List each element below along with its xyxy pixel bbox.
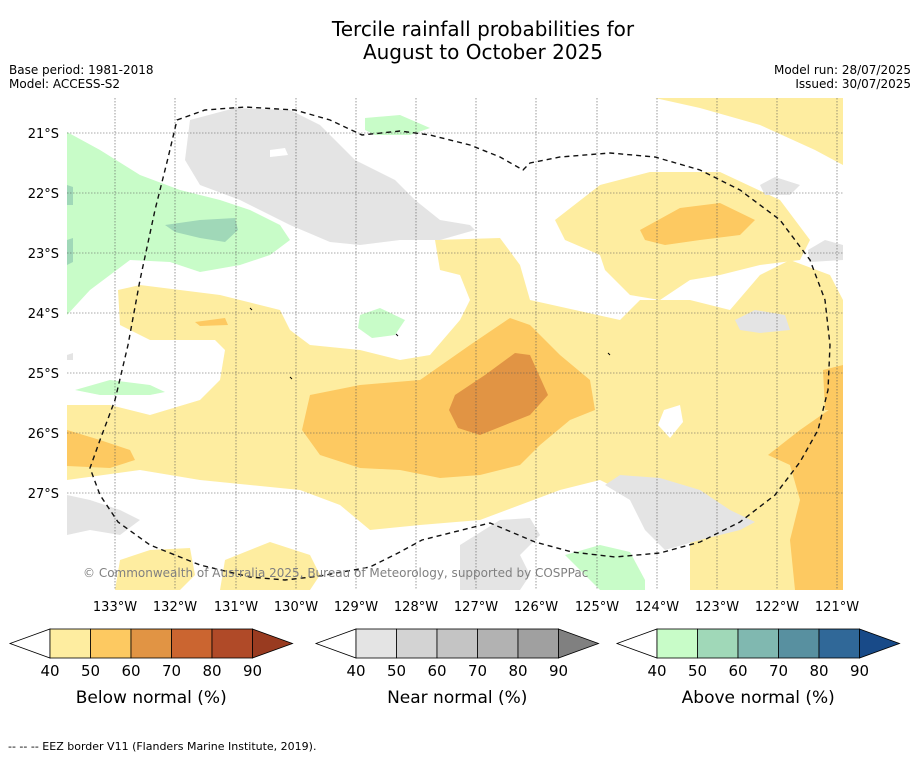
legends: 40 50 60 70 80 90 Below normal (%) 40 50 60 70 80 90… <box>8 628 901 708</box>
colorbar <box>314 628 600 659</box>
colorbar-tick-label: 90 <box>549 662 568 680</box>
colorbar-tick-label: 40 <box>346 662 365 680</box>
colorbar-legend: 40 50 60 70 80 90 Above normal (%) <box>615 628 901 708</box>
issued-date: Issued: 30/07/2025 <box>795 77 911 91</box>
base-period: Base period: 1981-2018 <box>9 63 154 77</box>
colorbar-tick-label: 80 <box>809 662 828 680</box>
colorbar-extension-low <box>314 628 357 659</box>
colorbar-extension-low <box>615 628 658 659</box>
colorbar-tick-label: 50 <box>81 662 100 680</box>
colorbar-segment <box>396 628 438 659</box>
longitude-label: 122°W <box>755 600 799 615</box>
latitude-label: 23°S <box>28 247 59 262</box>
colorbar-tick-label: 60 <box>728 662 747 680</box>
colorbar-segment <box>130 628 172 659</box>
colorbar-segment <box>517 628 559 659</box>
colorbar-segment <box>355 628 397 659</box>
colorbar <box>8 628 294 659</box>
longitude-label: 124°W <box>635 600 679 615</box>
colorbar-tick-label: 80 <box>508 662 527 680</box>
copyright-text: © Commonwealth of Australia 2025, Bureau… <box>83 566 588 580</box>
latitude-label: 24°S <box>28 307 59 322</box>
colorbar-extension-high <box>859 628 901 659</box>
model-name: Model: ACCESS-S2 <box>9 77 121 91</box>
colorbar-tick-label: 60 <box>121 662 140 680</box>
colorbar-segment <box>90 628 132 659</box>
longitude-label: 129°W <box>334 600 378 615</box>
near-normal-40-50-regions <box>67 108 843 590</box>
colorbar-tick-label: 90 <box>850 662 869 680</box>
above-normal-50-60-regions <box>67 185 238 265</box>
longitude-label: 121°W <box>815 600 859 615</box>
colorbar-extension-high <box>252 628 294 659</box>
meta-left: Base period: 1981-2018 Model: ACCESS-S2 <box>9 63 154 91</box>
longitude-label: 126°W <box>514 600 558 615</box>
colorbar-tick-label: 40 <box>40 662 59 680</box>
colorbar-tick-label: 50 <box>387 662 406 680</box>
colorbar-extension-high <box>558 628 600 659</box>
latitude-label: 25°S <box>28 367 59 382</box>
colorbar-segment <box>477 628 519 659</box>
colorbar-tick-label: 90 <box>243 662 262 680</box>
map-plot-area <box>67 98 843 590</box>
colorbar-segment <box>737 628 779 659</box>
model-run: Model run: 28/07/2025 <box>773 63 911 77</box>
colorbar-extension-low <box>8 628 51 659</box>
latitude-label: 22°S <box>28 187 59 202</box>
map-title: Tercile rainfall probabilities for Augus… <box>0 18 919 64</box>
colorbar <box>615 628 901 659</box>
longitude-label: 128°W <box>394 600 438 615</box>
longitude-label: 131°W <box>214 600 258 615</box>
latitude-label: 21°S <box>28 127 59 142</box>
colorbar-legend: 40 50 60 70 80 90 Below normal (%) <box>8 628 294 708</box>
colorbar-tick-label: 60 <box>427 662 446 680</box>
colorbar-segment <box>49 628 91 659</box>
longitude-labels: 133°W 132°W 131°W 130°W 129°W 128°W 127°W 126°W… <box>93 600 859 615</box>
longitude-label: 127°W <box>454 600 498 615</box>
colorbar-title: Above normal (%) <box>682 688 835 708</box>
colorbar-segment <box>818 628 860 659</box>
colorbar-tick-label: 70 <box>769 662 788 680</box>
longitude-label: 133°W <box>93 600 137 615</box>
colorbar-tick-label: 40 <box>647 662 666 680</box>
title-line-1: Tercile rainfall probabilities for <box>331 17 635 41</box>
latitude-label: 27°S <box>28 487 59 502</box>
title-line-2: August to October 2025 <box>362 40 604 64</box>
colorbar-segment <box>436 628 478 659</box>
colorbar-title: Near normal (%) <box>387 688 527 708</box>
colorbar-segment <box>211 628 253 659</box>
colorbar-tick-label: 70 <box>468 662 487 680</box>
latitude-labels: 21°S 22°S 23°S 24°S 25°S 26°S 27°S <box>28 127 59 502</box>
eez-border <box>89 106 831 581</box>
longitude-label: 130°W <box>274 600 318 615</box>
colorbar-tick-label: 70 <box>162 662 181 680</box>
colorbar-segment <box>778 628 820 659</box>
latitude-label: 26°S <box>28 427 59 442</box>
meta-right: Model run: 28/07/2025 Issued: 30/07/2025 <box>774 63 911 91</box>
colorbar-segment <box>171 628 213 659</box>
colorbar-segment <box>697 628 739 659</box>
below-normal-60-70-regions <box>449 353 548 435</box>
longitude-label: 123°W <box>695 600 739 615</box>
longitude-label: 125°W <box>575 600 619 615</box>
gridlines <box>67 98 843 590</box>
eez-footnote: -- -- -- EEZ border V11 (Flanders Marine… <box>8 740 317 753</box>
colorbar-legend: 40 50 60 70 80 90 Near normal (%) <box>314 628 600 708</box>
colorbar-tick-label: 50 <box>688 662 707 680</box>
longitude-label: 132°W <box>153 600 197 615</box>
colorbar-tick-label: 80 <box>202 662 221 680</box>
colorbar-title: Below normal (%) <box>76 688 227 708</box>
colorbar-segment <box>656 628 698 659</box>
